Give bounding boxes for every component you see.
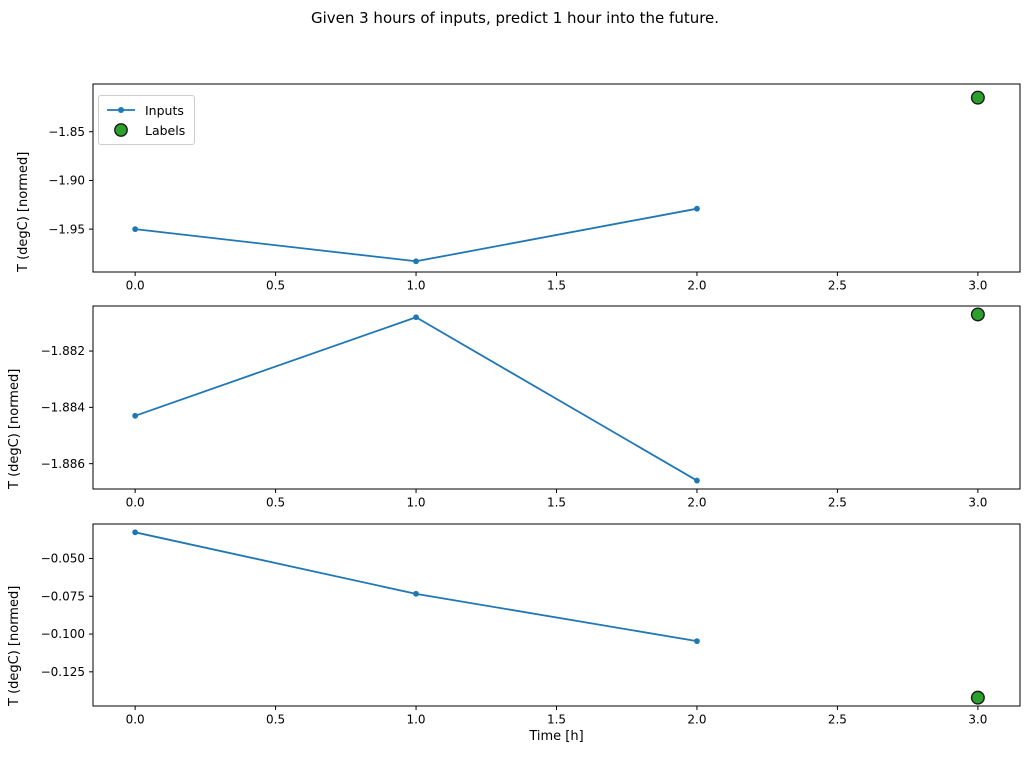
- inputs-point-marker: [132, 226, 139, 233]
- x-tick-label: 2.5: [828, 279, 847, 293]
- legend-item-labels: Labels: [106, 120, 185, 140]
- x-tick-label: 2.5: [828, 496, 847, 510]
- y-axis-label-subplot-1: T (degC) [normed]: [16, 151, 31, 272]
- figure-title: Given 3 hours of inputs, predict 1 hour …: [310, 9, 720, 27]
- y-tick-label: −1.85: [48, 125, 85, 139]
- inputs-point-marker: [694, 477, 700, 484]
- x-tick-label: 3.0: [968, 713, 987, 727]
- inputs-point-marker: [694, 638, 700, 645]
- x-tick-label: 3.0: [968, 279, 987, 293]
- axes-spine: [92, 305, 1021, 490]
- x-tick-label: 1.5: [547, 279, 566, 293]
- y-tick-label: −0.050: [41, 552, 85, 566]
- inputs-point-marker: [132, 529, 139, 536]
- x-tick-label: 0.5: [266, 713, 285, 727]
- inputs-point-marker: [413, 258, 419, 265]
- inputs-line: [134, 531, 698, 643]
- x-tick-label: 3.0: [968, 496, 987, 510]
- y-axis-label-subplot-2: T (degC) [normed]: [7, 368, 22, 489]
- labels-point: [970, 90, 985, 105]
- x-tick-label: 1.0: [406, 279, 425, 293]
- axes-spine: [92, 523, 1021, 707]
- y-axis-label-subplot-3: T (degC) [normed]: [7, 585, 22, 706]
- y-tick-label: −1.882: [41, 344, 85, 358]
- inputs-line-marker-icon: [107, 107, 135, 113]
- x-tick-label: 2.0: [687, 713, 706, 727]
- x-tick-label: 1.0: [406, 713, 425, 727]
- legend: Inputs Labels: [98, 95, 196, 145]
- y-tick-label: −0.100: [41, 627, 85, 641]
- x-axis-label: Time [h]: [529, 729, 584, 744]
- labels-point: [970, 690, 985, 705]
- x-tick-label: 2.0: [687, 279, 706, 293]
- axes-spine: [92, 83, 1021, 273]
- y-tick-label: −0.125: [41, 665, 85, 679]
- x-tick-label: 2.5: [828, 713, 847, 727]
- x-tick-label: 0.0: [126, 496, 145, 510]
- x-tick-label: 1.0: [406, 496, 425, 510]
- y-tick-label: −0.075: [41, 589, 85, 603]
- x-tick-label: 0.5: [266, 496, 285, 510]
- legend-label-inputs: Inputs: [145, 102, 184, 118]
- y-tick-label: −1.886: [41, 457, 85, 471]
- x-tick-label: 0.0: [126, 713, 145, 727]
- inputs-line: [134, 316, 698, 482]
- y-tick-label: −1.90: [48, 174, 85, 188]
- legend-label-labels: Labels: [145, 122, 186, 138]
- x-tick-label: 0.5: [266, 279, 285, 293]
- inputs-point-marker: [413, 590, 419, 597]
- labels-circle-marker-icon: [114, 123, 128, 137]
- x-tick-label: 0.0: [126, 279, 145, 293]
- y-tick-label: −1.95: [48, 222, 85, 236]
- inputs-point-marker: [413, 314, 419, 321]
- y-tick-label: −1.884: [41, 401, 85, 415]
- x-tick-label: 1.5: [547, 496, 566, 510]
- inputs-point-marker: [132, 412, 139, 419]
- x-tick-label: 1.5: [547, 713, 566, 727]
- x-tick-label: 2.0: [687, 496, 706, 510]
- legend-item-inputs: Inputs: [106, 100, 185, 120]
- labels-point: [970, 307, 985, 322]
- inputs-point-marker: [694, 205, 700, 212]
- inputs-line: [135, 207, 698, 263]
